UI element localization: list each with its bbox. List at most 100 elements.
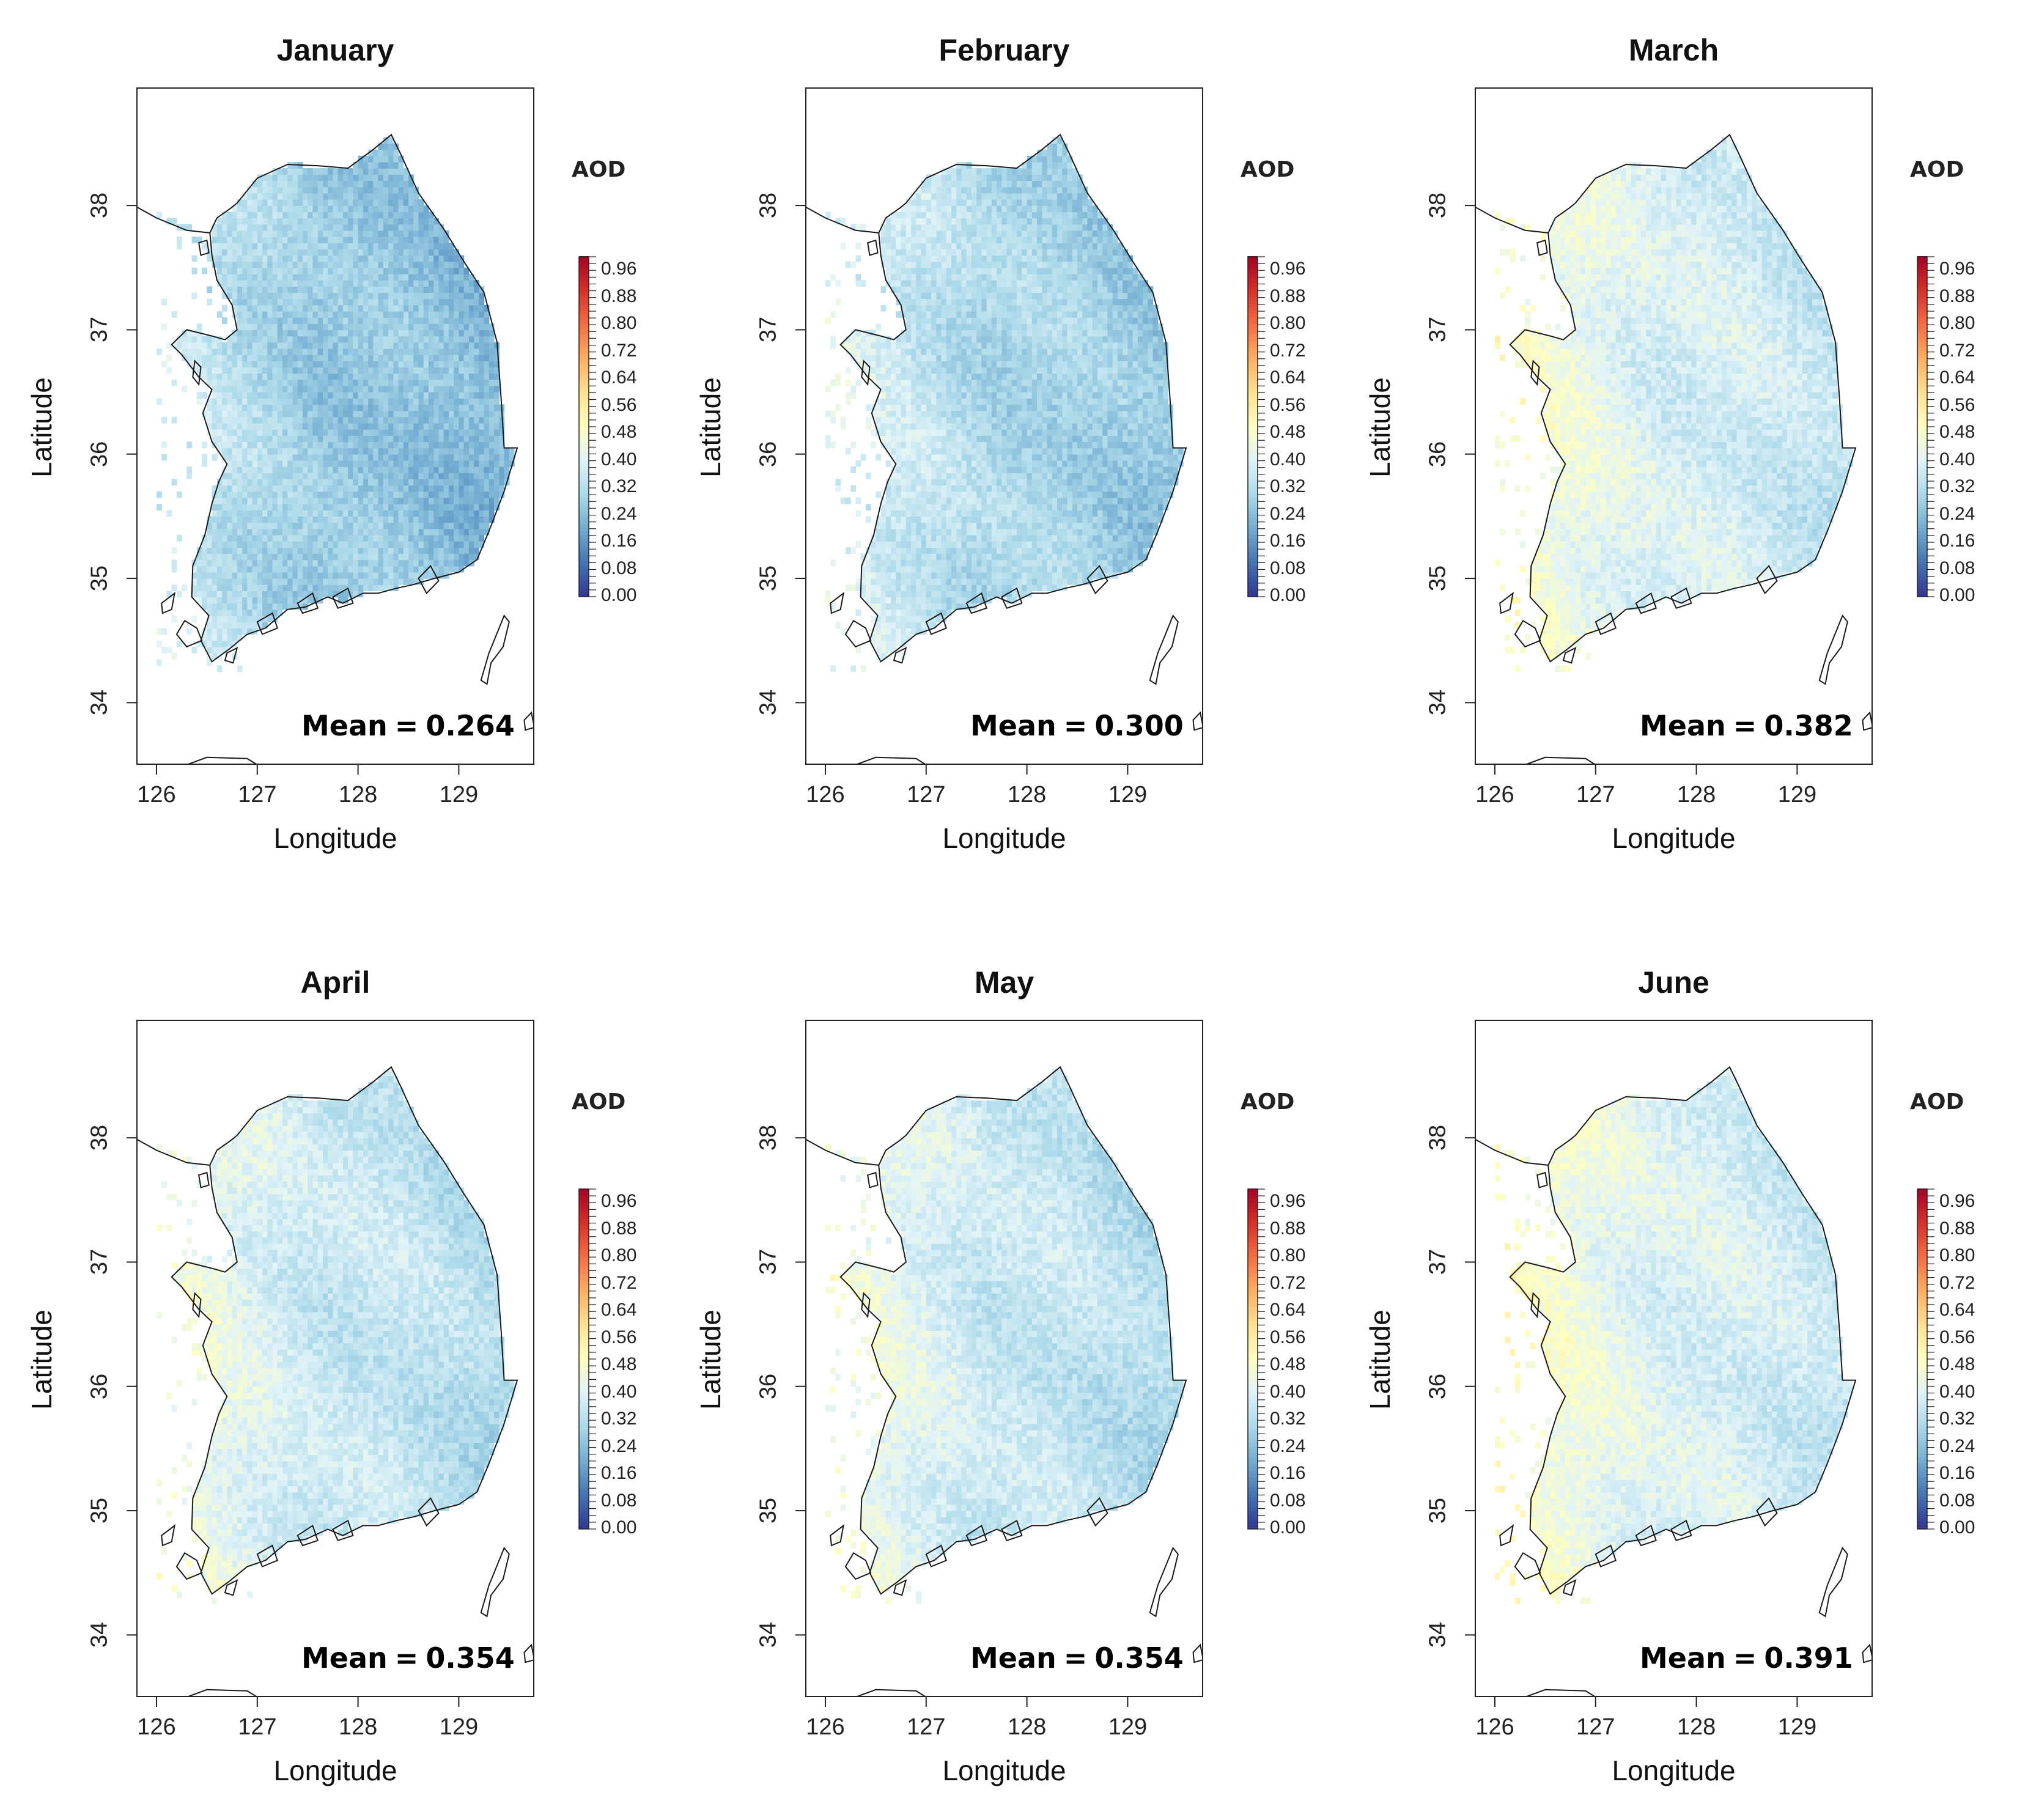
island-outline	[332, 587, 354, 610]
mean-value: 0.382	[1764, 709, 1853, 742]
legend-tick-label: 0.40	[601, 449, 636, 470]
legend-tick-label: 0.88	[1270, 1218, 1305, 1239]
y-tick-label: 36	[1425, 441, 1451, 467]
legend-tick-label: 0.24	[1939, 1436, 1975, 1457]
x-tick-label: 128	[1008, 1714, 1046, 1741]
legend-tick-label: 0.08	[601, 1490, 636, 1511]
plot-frame	[1475, 87, 1873, 765]
legend-title: AOD	[1910, 1089, 1964, 1114]
island-outline	[1536, 1171, 1548, 1188]
legend-tick-label: 0.80	[1270, 1245, 1305, 1266]
mean-label: Mean	[970, 709, 1056, 742]
jeju-coast	[186, 756, 258, 765]
y-axis-label: Latitude	[1363, 1310, 1396, 1410]
y-tick-label: 38	[756, 1125, 782, 1151]
legend-tick-label: 0.00	[1939, 1517, 1975, 1538]
legend-tick-label: 0.32	[1939, 476, 1975, 497]
y-tick-label: 35	[756, 1498, 782, 1523]
mean-value: 0.391	[1764, 1641, 1853, 1674]
aod-grid	[1495, 1069, 1853, 1605]
legend-tick-label: 0.72	[601, 341, 636, 361]
legend-tick-label: 0.40	[601, 1382, 636, 1402]
mean-equals: =	[1726, 1641, 1764, 1674]
axis-ticks	[127, 205, 460, 775]
island-outline	[1756, 565, 1778, 595]
mean-equals: =	[388, 709, 426, 742]
legend-tick-label: 0.64	[1939, 1300, 1975, 1321]
island-outline	[1536, 239, 1548, 256]
panel-title: March	[1629, 32, 1719, 68]
legend-tick-label: 0.56	[601, 395, 636, 416]
legend-tick-label: 0.64	[601, 1300, 636, 1321]
legend-tick-label: 0.56	[1270, 395, 1305, 416]
island-outline	[175, 1552, 203, 1580]
legend-tick-label: 0.80	[1270, 313, 1305, 334]
legend-tick-label: 0.64	[1270, 367, 1305, 388]
island-outline	[1562, 647, 1577, 664]
x-tick-label: 129	[1108, 1714, 1147, 1741]
plot-frame	[805, 1020, 1203, 1697]
y-axis-label: Latitude	[1363, 377, 1396, 477]
legend-tick-label: 0.16	[1939, 1463, 1975, 1484]
legend-tick-label: 0.88	[1939, 286, 1975, 307]
legend-tick-label: 0.88	[1270, 286, 1305, 307]
legend-tick-label: 0.16	[601, 531, 636, 551]
map-plot	[805, 1020, 1203, 1697]
plot-frame	[136, 87, 534, 765]
y-tick-label: 38	[756, 193, 782, 218]
jeju-coast	[1525, 756, 1596, 765]
island-outline	[1562, 1579, 1577, 1596]
x-tick-label: 126	[137, 782, 175, 808]
legend-tick-label: 0.96	[1270, 259, 1305, 279]
mean-equals: =	[1056, 1641, 1095, 1674]
x-tick-label: 129	[440, 782, 478, 808]
legend-tick-label: 0.40	[1939, 449, 1975, 470]
legend-tick-label: 0.08	[1270, 1490, 1305, 1511]
legend-tick-label: 0.80	[601, 1245, 636, 1266]
island-outline	[192, 359, 202, 386]
color-bar	[1917, 1188, 1934, 1530]
x-tick-label: 127	[238, 1714, 276, 1741]
y-tick-label: 34	[756, 1622, 782, 1648]
x-tick-label: 129	[440, 1714, 478, 1741]
y-axis-label: Latitude	[694, 1310, 727, 1410]
legend-tick-label: 0.64	[601, 367, 636, 388]
axis-ticks	[795, 1137, 1129, 1707]
island-outline	[893, 647, 907, 664]
panel-title: June	[1638, 965, 1709, 1000]
panel-title: April	[301, 965, 371, 1000]
legend-tick-label: 0.64	[1270, 1300, 1305, 1321]
island-outline	[1595, 612, 1617, 635]
plot-frame	[1475, 1020, 1873, 1697]
island-outline	[1192, 711, 1203, 731]
mean-label: Mean	[301, 709, 388, 742]
coastline	[136, 133, 518, 663]
coastline	[1475, 1066, 1857, 1595]
y-tick-label: 34	[87, 690, 113, 715]
island-outline	[844, 1552, 872, 1580]
island-outline	[1756, 1497, 1778, 1527]
x-tick-label: 126	[1475, 1714, 1514, 1741]
island-outline	[830, 592, 845, 614]
legend-tick-label: 0.32	[601, 476, 636, 497]
coastline	[805, 133, 1187, 663]
island-outline	[1149, 1547, 1179, 1618]
mean-annotation: Mean = 0.264	[301, 709, 515, 742]
island-outline	[867, 239, 879, 256]
island-outline	[1862, 711, 1873, 731]
legend-tick-label: 0.24	[1270, 504, 1305, 525]
legend-tick-label: 0.16	[1939, 531, 1975, 551]
legend-tick-label: 0.88	[601, 1218, 636, 1239]
color-bar	[1247, 256, 1265, 597]
island-outline	[867, 1171, 879, 1188]
island-outline	[198, 239, 210, 256]
island-outline	[1514, 619, 1541, 648]
y-axis-label: Latitude	[694, 377, 727, 477]
legend-tick-label: 0.56	[1270, 1327, 1305, 1348]
legend-tick-label: 0.32	[1270, 476, 1305, 497]
island-outline	[1499, 592, 1514, 614]
y-axis-label: Latitude	[25, 377, 58, 477]
legend-tick-label: 0.24	[601, 1436, 636, 1457]
legend-tick-label: 0.32	[1939, 1409, 1975, 1429]
island-outline	[1192, 1643, 1203, 1663]
